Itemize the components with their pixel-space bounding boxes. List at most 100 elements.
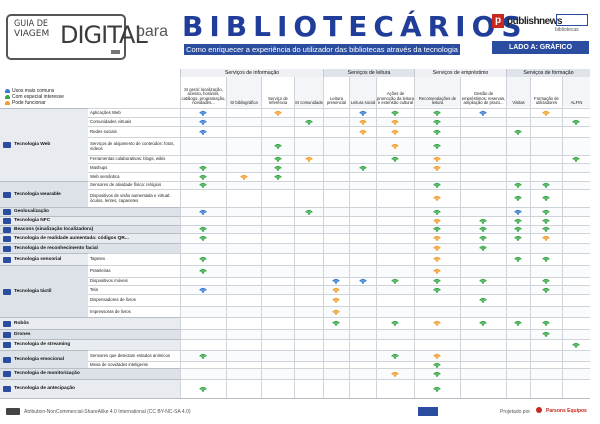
wifi-icon: [514, 235, 522, 241]
category-text: Tecnologia de antecipação: [14, 386, 75, 392]
wifi-icon: [5, 101, 10, 105]
credits-text: Projetado por: [500, 409, 531, 415]
subcategory-text: Mesa de novidades inteligente: [90, 361, 149, 367]
wifi-icon: [433, 209, 441, 215]
wifi-icon: [542, 226, 550, 232]
wifi-icon: [5, 95, 10, 99]
laptop-icon: [3, 142, 11, 148]
table-row: [180, 285, 590, 294]
subcategory-text: Comunidades virtuais: [90, 118, 132, 124]
tablet-icon: [3, 288, 11, 295]
column-divider: [562, 77, 563, 398]
category-label: Tecnologia Web: [0, 108, 88, 181]
wifi-icon: [239, 174, 248, 180]
laptop-icon: [111, 50, 120, 54]
column-header: SI comunidade: [294, 77, 323, 107]
table-row: [180, 108, 590, 117]
category-text: Drones: [14, 331, 31, 337]
wifi-icon: [391, 143, 399, 149]
wifi-icon: [5, 89, 10, 93]
column-label: SI bibliográfica: [230, 100, 258, 106]
table-row: [180, 277, 590, 285]
column-divider: [349, 77, 350, 398]
wifi-icon: [479, 218, 487, 224]
wifi-icon: [542, 320, 550, 326]
subcategory-text: Ferramentas colaborativas: blogs, wikis: [90, 156, 166, 162]
wifi-icon: [542, 331, 550, 337]
column-header: Leitura presencial: [323, 77, 349, 107]
table-row: [180, 225, 590, 233]
category-label: Tecnologia de reconhecimento facial: [0, 243, 180, 253]
anticipation-icon: [3, 386, 11, 392]
wifi-icon: [433, 278, 441, 284]
wifi-icon: [514, 256, 522, 262]
subcategory-label: Tela: [88, 285, 180, 294]
legend-item: Com especial interesse: [5, 94, 64, 100]
table-row: [180, 117, 590, 126]
wifi-icon: [433, 256, 441, 262]
category-text: Tecnologia wearable: [14, 191, 61, 197]
subcategory-text: Dispensadores de livros: [90, 297, 136, 303]
partner-logo-icon: [556, 14, 588, 26]
category-text: Tecnologia táctil: [14, 288, 52, 294]
category-text: Tecnologia emocional: [14, 356, 65, 362]
author-logo-icon: [536, 407, 542, 413]
location-icon: [3, 209, 11, 215]
wifi-icon: [391, 278, 399, 284]
partner-footer-logo-icon: [418, 407, 438, 416]
category-text: Beacons (sinalização localizadora): [14, 226, 94, 232]
table-row: [180, 329, 590, 339]
category-label: Drones: [0, 329, 180, 339]
wifi-icon: [479, 226, 487, 232]
page-title: BIBLIOTECÁRIOS: [182, 10, 528, 43]
column-header: Formação de utilizadores: [530, 77, 562, 107]
wifi-icon: [542, 256, 550, 262]
column-label: Formação de utilizadores: [534, 95, 559, 106]
subcategory-label: Impressoras de livros: [88, 306, 180, 317]
subcategory-label: Tapetes: [88, 253, 180, 265]
wifi-icon: [433, 110, 441, 116]
wifi-icon: [433, 245, 441, 251]
wifi-icon: [479, 278, 487, 284]
wifi-icon: [199, 165, 207, 171]
page-subtitle: Como enriquecer a experiência do utiliza…: [184, 44, 460, 55]
wifi-icon: [572, 119, 580, 125]
category-label: Robôs: [0, 317, 180, 329]
subcategory-label: Serviços de alojamento de conteúdos: fot…: [88, 137, 180, 155]
guide-logo: GUIA DE VIAGEM DIGITAL: [6, 14, 148, 60]
table-row: [180, 163, 590, 172]
category-text: Tecnologia sensorial: [14, 256, 62, 262]
subcategory-label: Dispositivos móveis: [88, 277, 180, 285]
wifi-icon: [433, 362, 441, 368]
category-label: Tecnologia sensorial: [0, 253, 88, 265]
wifi-icon: [391, 353, 399, 359]
column-header: Ações de promoção da leitura e extensão …: [376, 77, 414, 107]
table-row: [180, 216, 590, 225]
column-divider: [376, 77, 377, 398]
column-header: SI geral: localização, acesso, horários,…: [180, 77, 226, 107]
table-row: [180, 233, 590, 243]
wifi-icon: [514, 209, 522, 215]
wifi-icon: [304, 119, 313, 125]
wifi-icon: [433, 287, 441, 293]
column-divider: [414, 77, 415, 398]
column-divider: [530, 77, 531, 398]
wifi-icon: [199, 119, 207, 125]
column-label: Serviço de referência: [268, 95, 288, 106]
subcategory-text: Web semântica: [90, 173, 120, 179]
publisher-name: publishnews: [507, 16, 563, 27]
wifi-icon: [199, 174, 207, 180]
subcategory-label: Dispensadores de livros: [88, 294, 180, 306]
wifi-icon: [391, 129, 399, 135]
table-row: [180, 361, 590, 368]
wifi-icon: [433, 386, 441, 392]
wifi-icon: [391, 320, 399, 326]
wifi-icon: [433, 320, 441, 326]
category-text: Tecnologia de realidade aumentada: códig…: [14, 235, 129, 241]
wifi-icon: [433, 268, 441, 274]
wifi-icon: [542, 235, 550, 241]
subcategory-label: Prateleiras: [88, 265, 180, 277]
column-header: SI bibliográfica: [226, 77, 261, 107]
table-row: [180, 243, 590, 253]
